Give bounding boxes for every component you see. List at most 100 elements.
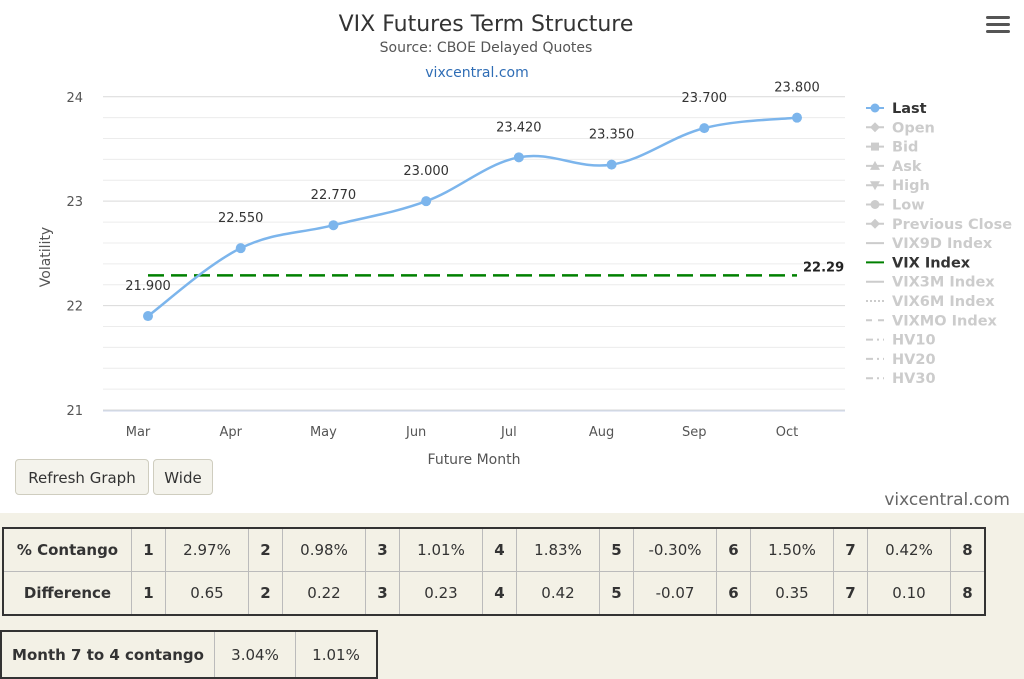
grid-lines [103,96,845,411]
legend-item-label[interactable]: Low [892,198,925,214]
last-series-data-label: 23.000 [403,164,449,179]
term-structure-chart: VIX Futures Term Structure Source: CBOE … [38,12,1012,468]
summary-value: 1.01% [295,630,378,679]
y-tick-label: 23 [66,195,83,210]
month-number-cell: 5 [599,527,634,572]
last-series-point [235,243,246,254]
value-cell: 0.42% [867,527,951,572]
value-cell: 2.97% [165,527,249,572]
wide-button[interactable]: Wide [153,459,213,495]
last-series-data-label: 21.900 [125,279,171,294]
chart-container: VIX Futures Term Structure Source: CBOE … [0,0,1024,513]
last-series-point [143,311,153,322]
month-number-cell: 6 [716,571,751,616]
legend-item-label[interactable]: VIX6M Index [892,294,995,310]
legend-marker [870,181,880,191]
legend-item-label[interactable]: VIX3M Index [892,275,995,291]
last-series-data-label: 23.700 [682,91,728,106]
table-row: Difference 1 0.65 2 0.22 3 0.23 4 0.42 5 -0.07 6 0.3… [2,571,986,616]
x-tick-label: Oct [776,425,798,440]
month-number-cell: 4 [482,571,517,616]
value-cell: 0.42 [516,571,600,616]
last-series-point [792,112,802,123]
last-series-data-label: 22.550 [218,211,264,226]
x-tick-label: Sep [682,425,707,440]
last-series-point [606,159,617,170]
legend-item-label[interactable]: VIX9D Index [892,236,993,252]
legend-item-label[interactable]: Open [892,120,935,136]
value-cell: 1.01% [399,527,483,572]
series-layer: 22.29 21.900 22.550 22.770 23.000 23.420 23.35… [125,81,844,322]
contango-summary-table: Month 7 to 4 contango 3.04% 1.01% [0,630,378,679]
legend-item-label[interactable]: Previous Close [892,217,1012,233]
table-row: % Contango 1 2.97% 2 0.98% 3 1.01% 4 1.83% 5 -0.30… [2,527,986,572]
value-cell: 0.98% [282,527,366,572]
value-cell: 1.83% [516,527,600,572]
legend-item-label[interactable]: HV20 [892,352,936,368]
x-tick-label: Jul [500,425,517,440]
last-series-data-label: 23.800 [774,81,820,96]
x-tick-label: Jun [405,425,426,440]
month-number-cell: 2 [248,571,283,616]
y-tick-label: 22 [66,300,83,315]
row-header: Difference [2,571,132,616]
chart-credit-link[interactable]: vixcentral.com [425,65,528,81]
legend-marker [871,142,879,151]
last-series-data-label: 23.350 [589,128,635,143]
value-cell: 0.22 [282,571,366,616]
legend-item-label[interactable]: Bid [892,140,918,156]
last-series-point [513,152,524,163]
hamburger-icon[interactable] [986,16,1010,36]
month-number-cell: 2 [248,527,283,572]
legend-marker [870,122,880,133]
value-cell: 1.50% [750,527,834,572]
legend-item-label[interactable]: High [892,178,930,194]
value-cell: -0.07 [633,571,717,616]
month-number-cell: 7 [833,527,868,572]
x-tick-label: Apr [219,425,242,440]
chart-subtitle: Source: CBOE Delayed Quotes [380,40,593,56]
table-row: Month 7 to 4 contango 3.04% 1.01% [0,630,378,679]
month-number-cell: 1 [131,527,166,572]
refresh-graph-button[interactable]: Refresh Graph [15,459,149,495]
last-series-point [699,123,710,134]
summary-value: 3.04% [214,630,296,679]
legend-item-label[interactable]: HV10 [892,333,936,349]
last-series-data-label: 23.420 [496,120,542,135]
value-cell: 0.10 [867,571,951,616]
legend-item-label[interactable]: Ask [892,159,922,175]
watermark: vixcentral.com [884,490,1010,510]
row-header: % Contango [2,527,132,572]
axis-ticks: 21 22 23 24 Mar Apr May Jun Jul Aug Sep Oct [66,91,845,440]
legend-marker [870,160,880,170]
month-number-cell: 6 [716,527,751,572]
value-cell: 0.23 [399,571,483,616]
x-tick-label: Mar [126,425,151,440]
y-axis-label: Volatility [38,227,54,287]
legend-item-label[interactable]: VIXMO Index [892,313,998,329]
contango-table: % Contango 1 2.97% 2 0.98% 3 1.01% 4 1.83% 5 -0.30… [2,527,986,616]
month-number-cell: 7 [833,571,868,616]
month-number-cell: 4 [482,527,517,572]
month-number-cell: 3 [365,571,400,616]
legend-item-label[interactable]: Last [892,101,927,117]
chart-title: VIX Futures Term Structure [339,12,634,37]
legend-item-label[interactable]: HV30 [892,371,936,387]
legend-marker [870,103,880,113]
month-number-cell: 8 [950,571,986,616]
last-series-point [421,196,432,207]
last-series-data-label: 22.770 [311,188,357,203]
summary-label: Month 7 to 4 contango [0,630,215,679]
y-tick-label: 21 [66,404,83,419]
legend-marker [870,218,880,229]
month-number-cell: 3 [365,527,400,572]
last-series-line [147,116,798,318]
x-axis-label: Future Month [428,452,521,468]
vix-index-data-label: 22.29 [803,260,844,275]
chart-legend: Last Open Bid Ask High Low Previous Close VIX9D… [866,101,1012,387]
legend-item-label[interactable]: VIX Index [892,255,971,271]
month-number-cell: 8 [950,527,986,572]
month-number-cell: 5 [599,571,634,616]
legend-marker [870,200,880,209]
last-series-point [328,220,339,231]
